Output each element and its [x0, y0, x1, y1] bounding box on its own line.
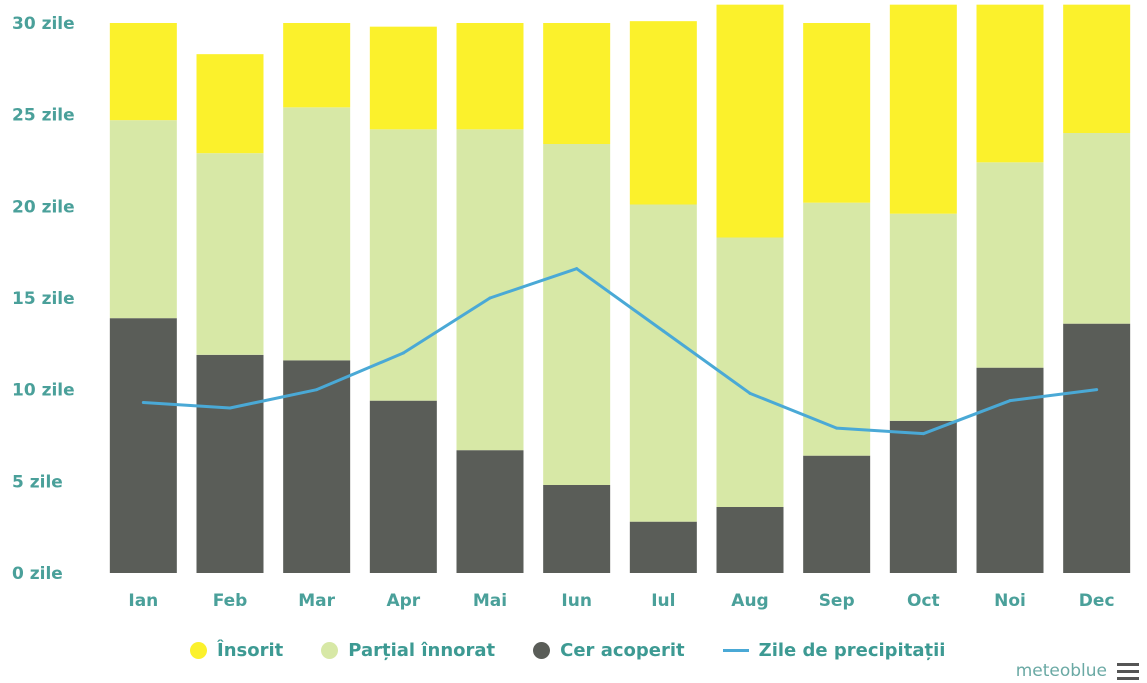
bar-segment-partly-cloudy: [716, 237, 784, 507]
bar-segment-overcast: [543, 485, 611, 573]
bar-segment-sunny: [716, 4, 784, 238]
bar-segment-partly-cloudy: [803, 202, 871, 456]
precipitation-point: [748, 391, 752, 395]
legend-item-partly-cloudy[interactable]: Parțial înnorat: [321, 640, 495, 661]
bar-segment-sunny: [976, 4, 1044, 163]
legend-item-overcast[interactable]: Cer acoperit: [533, 640, 685, 661]
bar-segment-partly-cloudy: [283, 107, 351, 361]
bar-segment-partly-cloudy: [976, 162, 1044, 368]
bar-segment-sunny: [543, 23, 611, 144]
x-tick-label: Oct: [907, 591, 940, 611]
precipitation-point: [488, 296, 492, 300]
precipitation-point: [401, 351, 405, 355]
precipitation-point: [1008, 399, 1012, 403]
x-tick-label: Apr: [386, 591, 420, 611]
bar-segment-overcast: [803, 455, 871, 573]
bar-segment-sunny: [283, 23, 351, 108]
x-tick-label: Dec: [1079, 591, 1115, 611]
precipitation-point: [228, 406, 232, 410]
bar-segment-overcast: [456, 450, 524, 573]
chart-legend: Însorit Parțial înnorat Cer acoperit Zil…: [190, 640, 945, 661]
x-tick-label: Noi: [994, 591, 1026, 611]
y-tick-label: 25 zile: [12, 106, 75, 126]
bar-segment-partly-cloudy: [1063, 133, 1131, 324]
legend-swatch-partly-cloudy: [321, 642, 339, 659]
x-tick-label: Mar: [298, 591, 335, 611]
x-tick-label: Mai: [473, 591, 507, 611]
y-tick-label: 30 zile: [12, 14, 75, 34]
x-tick-label: Aug: [731, 591, 768, 611]
bar-segment-partly-cloudy: [369, 129, 437, 401]
bar-segment-sunny: [1063, 4, 1131, 133]
bar-segment-sunny: [629, 21, 697, 205]
x-tick-label: Feb: [213, 591, 248, 611]
legend-item-sunny[interactable]: Însorit: [190, 640, 283, 661]
x-tick-label: Sep: [819, 591, 855, 611]
legend-swatch-precipitation: [722, 649, 749, 652]
bar-segment-sunny: [803, 23, 871, 203]
x-tick-label: Ian: [128, 591, 158, 611]
legend-item-precipitation[interactable]: Zile de precipitații: [722, 640, 946, 661]
y-tick-label: 15 zile: [12, 289, 75, 309]
legend-swatch-sunny: [190, 642, 207, 659]
precipitation-line: [143, 267, 1097, 436]
legend-label-precipitation: Zile de precipitații: [758, 640, 946, 661]
bar-segment-sunny: [889, 4, 957, 214]
precipitation-point: [661, 329, 665, 333]
bar-segment-partly-cloudy: [196, 153, 264, 355]
x-tick-label: Iul: [651, 591, 675, 611]
legend-label-partly-cloudy: Parțial înnorat: [348, 640, 496, 661]
bar-segment-partly-cloudy: [629, 204, 697, 522]
legend-swatch-overcast: [533, 642, 551, 659]
bar-segment-overcast: [283, 360, 351, 573]
bar-segment-overcast: [629, 521, 697, 573]
bar-segment-sunny: [109, 23, 177, 121]
bar-segment-partly-cloudy: [889, 213, 957, 421]
legend-label-sunny: Însorit: [217, 640, 284, 661]
precipitation-point: [1095, 388, 1099, 392]
bar-segment-sunny: [456, 23, 524, 130]
precipitation-point: [575, 267, 579, 271]
precipitation-point: [141, 401, 145, 404]
bar-segment-sunny: [369, 26, 437, 130]
hamburger-icon[interactable]: [1117, 662, 1139, 680]
bar-segment-overcast: [369, 400, 437, 573]
y-tick-label: 0 zile: [12, 564, 63, 584]
y-tick-label: 5 zile: [12, 472, 63, 492]
precipitation-point: [315, 388, 319, 392]
bar-segment-partly-cloudy: [109, 120, 177, 319]
bar-segment-overcast: [889, 420, 957, 573]
legend-label-overcast: Cer acoperit: [560, 640, 685, 661]
brand-footer: meteoblue: [1016, 661, 1139, 681]
bar-segment-partly-cloudy: [543, 144, 611, 485]
bar-segment-sunny: [196, 54, 264, 154]
bar-segment-overcast: [716, 507, 784, 573]
x-tick-label: Iun: [561, 591, 592, 611]
bar-segment-overcast: [196, 354, 264, 573]
precipitation-point: [921, 432, 925, 436]
y-tick-label: 10 zile: [12, 381, 75, 401]
brand-name[interactable]: meteoblue: [1015, 661, 1107, 681]
bar-segment-overcast: [1063, 323, 1131, 573]
bar-segment-overcast: [109, 318, 177, 573]
y-tick-label: 20 zile: [12, 197, 75, 217]
precipitation-point: [835, 426, 839, 430]
